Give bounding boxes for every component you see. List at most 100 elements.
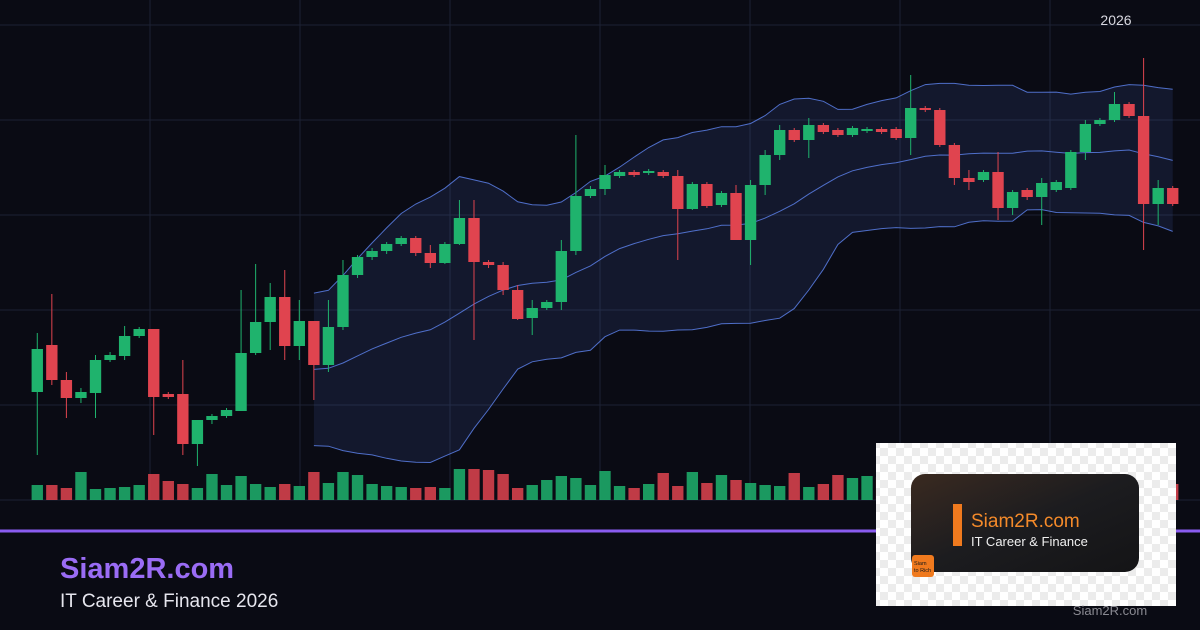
candle-body bbox=[628, 172, 640, 175]
candle-body bbox=[905, 108, 917, 138]
candle-body bbox=[672, 176, 684, 209]
candle-body bbox=[264, 297, 276, 322]
volume-bar bbox=[177, 484, 189, 500]
volume-bar bbox=[657, 473, 669, 500]
candle-body bbox=[1050, 182, 1062, 190]
volume-bar bbox=[206, 474, 218, 500]
candle-body bbox=[599, 175, 611, 189]
volume-bar bbox=[395, 487, 407, 500]
candle-body bbox=[75, 392, 87, 398]
candle-body bbox=[715, 193, 728, 205]
volume-bar bbox=[744, 483, 757, 500]
volume-bar bbox=[599, 471, 611, 500]
volume-bar bbox=[759, 485, 771, 500]
candle-body bbox=[1094, 120, 1106, 124]
volume-bar bbox=[293, 486, 305, 500]
band-fill bbox=[313, 83, 1173, 463]
candle-body bbox=[60, 380, 73, 398]
candle-body bbox=[832, 130, 844, 135]
candle-body bbox=[395, 238, 407, 244]
volume-bar bbox=[264, 487, 276, 500]
candle-body bbox=[788, 130, 800, 140]
candle-body bbox=[1006, 192, 1019, 208]
candle-body bbox=[701, 184, 713, 206]
volume-bar bbox=[628, 488, 640, 500]
volume-bar bbox=[220, 485, 233, 500]
candle-body bbox=[439, 244, 451, 263]
volume-bar bbox=[715, 475, 728, 500]
candle-body bbox=[1108, 104, 1121, 120]
volume-bar bbox=[89, 489, 102, 500]
volume-bar bbox=[774, 486, 786, 500]
candle-body bbox=[133, 329, 145, 336]
candle-body bbox=[235, 353, 247, 411]
logo-card bbox=[911, 474, 1139, 572]
candle-body bbox=[482, 262, 495, 265]
volume-bar bbox=[439, 488, 451, 500]
candle-body bbox=[1123, 104, 1135, 116]
candle-body bbox=[934, 110, 946, 145]
candle-body bbox=[1065, 152, 1077, 188]
volume-bar bbox=[701, 483, 713, 500]
candle-body bbox=[351, 257, 364, 275]
volume-bar bbox=[148, 474, 160, 500]
volume-bar bbox=[75, 472, 87, 500]
volume-bar bbox=[541, 480, 553, 500]
candle-body bbox=[148, 329, 160, 397]
candle-body bbox=[511, 290, 524, 319]
candle-body bbox=[1021, 190, 1033, 197]
volume-bar bbox=[817, 484, 830, 500]
candle-body bbox=[31, 349, 43, 392]
candle-body bbox=[206, 416, 218, 420]
volume-bar bbox=[861, 476, 873, 500]
candle-body bbox=[541, 302, 553, 308]
candle-body bbox=[613, 172, 626, 176]
candle-body bbox=[322, 327, 335, 365]
volume-bar bbox=[31, 485, 43, 500]
volume-bar bbox=[249, 484, 262, 500]
candle-body bbox=[744, 185, 757, 240]
volume-bar bbox=[424, 487, 436, 500]
volume-bar bbox=[322, 483, 335, 500]
candle-body bbox=[890, 129, 902, 138]
volume-bar bbox=[555, 476, 568, 500]
brand-subtitle: IT Career & Finance 2026 bbox=[60, 591, 278, 612]
watermark: Siam2R.com bbox=[1073, 603, 1147, 618]
candle-body bbox=[555, 251, 568, 302]
candle-body bbox=[410, 238, 422, 253]
volume-bar bbox=[279, 484, 291, 500]
candle-body bbox=[220, 410, 233, 416]
volume-bar bbox=[672, 486, 684, 500]
candle-body bbox=[846, 128, 859, 135]
candle-body bbox=[424, 253, 436, 263]
logo-subtitle: IT Career & Finance bbox=[971, 534, 1088, 549]
candle-body bbox=[803, 125, 815, 140]
candle-body bbox=[1152, 188, 1164, 204]
candle-body bbox=[861, 129, 873, 131]
candle-body bbox=[584, 189, 597, 196]
logo-badge bbox=[912, 555, 934, 577]
volume-bar bbox=[686, 472, 699, 500]
candle-body bbox=[1036, 183, 1048, 197]
logo-badge-top: Siam bbox=[914, 561, 927, 567]
candle-body bbox=[642, 171, 655, 173]
volume-bar bbox=[453, 469, 466, 500]
candle-body bbox=[526, 308, 538, 318]
volume-bar bbox=[162, 481, 174, 500]
candle-body bbox=[497, 265, 509, 290]
candle-body bbox=[366, 251, 378, 257]
candle-body bbox=[686, 184, 699, 209]
candle-body bbox=[657, 172, 669, 176]
band-line bbox=[313, 82, 1173, 294]
candle-body bbox=[104, 355, 116, 360]
candle-body bbox=[1137, 116, 1150, 204]
year-label: 2026 bbox=[1100, 12, 1131, 28]
logo-badge-bottom: to Rich bbox=[914, 568, 931, 574]
volume-bar bbox=[60, 488, 73, 500]
candle-body bbox=[308, 321, 320, 365]
candle-body bbox=[279, 297, 291, 346]
brand-title: Siam2R.com bbox=[60, 553, 234, 585]
candle-body bbox=[817, 125, 830, 132]
volume-bar bbox=[788, 473, 800, 500]
